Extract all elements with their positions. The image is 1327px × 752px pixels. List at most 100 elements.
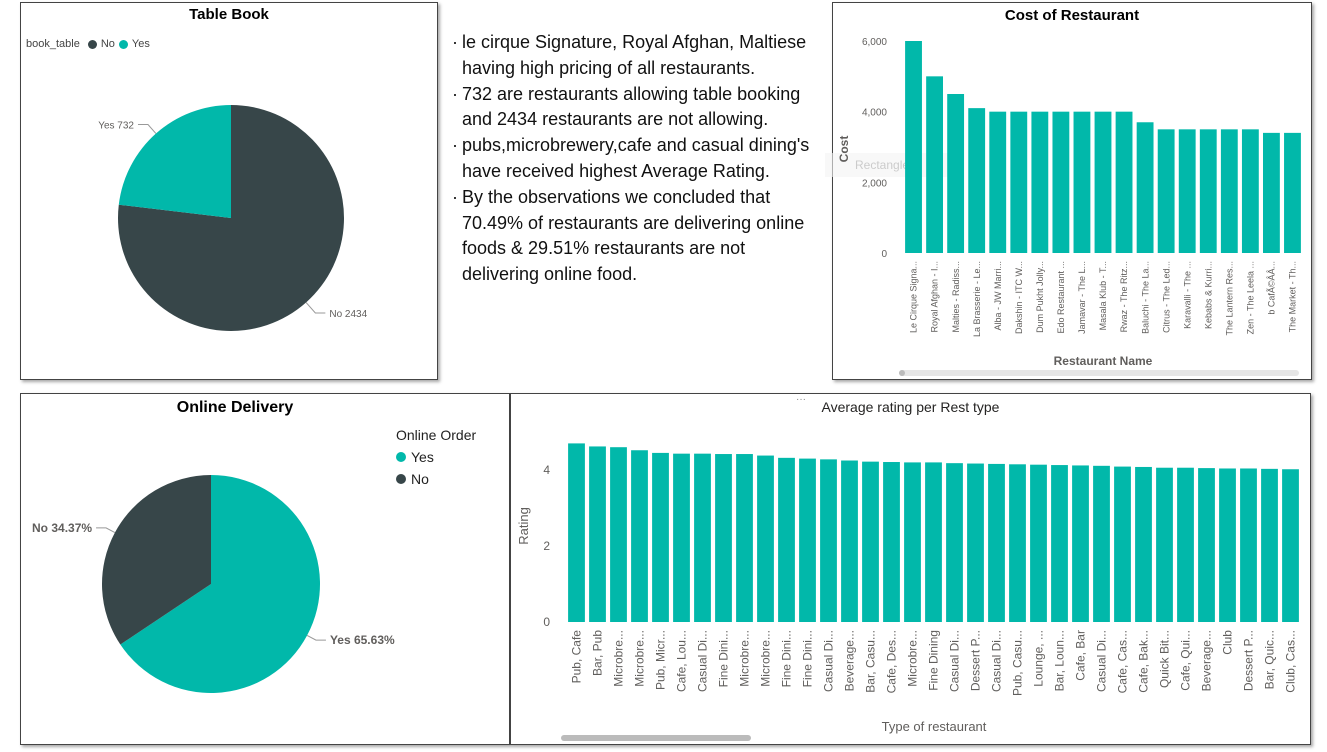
x-tick-label: Fine Dini... [801,630,815,687]
x-tick-label: Casual Di... [822,630,836,692]
bar[interactable] [1198,468,1215,622]
bar[interactable] [1261,468,1278,622]
y-tick-label: 4 [543,463,550,477]
legend-item-yes[interactable]: Yes [411,449,434,465]
bar[interactable] [799,458,816,622]
bar[interactable] [1009,464,1026,622]
bar[interactable] [1157,129,1175,253]
pie-slice-yes[interactable] [120,475,321,693]
bar[interactable] [1199,129,1217,253]
bar[interactable] [1220,129,1238,253]
bar[interactable] [1051,465,1068,622]
bar[interactable] [1073,111,1091,254]
legend-item-no[interactable]: No [100,38,115,50]
bar[interactable] [694,453,711,622]
bar[interactable] [820,459,837,622]
bar[interactable] [968,108,986,253]
leader-line [137,124,157,134]
bar[interactable] [1178,129,1196,253]
x-tick-label: Microbre... [906,630,920,687]
bar[interactable] [1219,468,1236,622]
bar[interactable] [1072,465,1089,622]
rating-scrollbar-thumb[interactable] [561,735,751,741]
table-book-pie[interactable]: No 2434 Yes 732 [21,3,439,381]
x-tick-label: Cafe, Lou... [675,630,689,692]
bar[interactable] [1030,464,1047,622]
more-options-icon[interactable]: ··· [796,394,806,405]
bar[interactable] [1010,111,1028,254]
y-tick-label: 2 [543,539,550,553]
x-tick-label: Kebabs & Kurri... [1203,261,1213,329]
bar[interactable] [736,454,753,622]
bar[interactable] [841,460,858,623]
online-delivery-title: Online Delivery [176,399,294,416]
bar[interactable] [1156,467,1173,622]
bar[interactable] [1135,466,1152,622]
x-tick-label: The Lantern Res... [1224,261,1234,336]
bar[interactable] [1115,111,1133,254]
bar[interactable] [883,462,900,622]
bar[interactable] [1284,132,1301,253]
y-tick-label: 2,000 [862,178,887,189]
bar[interactable] [1052,111,1070,254]
bar[interactable] [610,447,627,622]
bar[interactable] [925,462,942,622]
y-axis-title: Cost [837,136,851,163]
x-tick-label: La Brasserie - Le... [972,261,982,337]
bar[interactable] [1263,132,1280,253]
legend-item-yes[interactable]: Yes [131,38,150,50]
bar[interactable] [1282,469,1299,622]
x-tick-label: Bar, Casu... [864,630,878,693]
x-tick-label: Malties - Radiss... [951,261,961,333]
bar[interactable] [715,454,732,622]
bar[interactable] [947,94,965,253]
table-book-visual[interactable]: Table Book book_table No Yes No 2434 Yes … [20,2,438,380]
bar[interactable] [1136,122,1154,254]
cost-visual[interactable]: Cost of Restaurant Rectangle 0 2,000 4,000… [825,2,1313,381]
bar[interactable] [926,76,943,253]
x-tick-label: Cafe, Cas... [1116,630,1130,693]
bar[interactable] [673,453,690,622]
bar[interactable] [967,463,984,622]
bar[interactable] [862,461,879,622]
x-tick-label: Cafe, Qui... [1179,630,1193,691]
legend-item-no[interactable]: No [411,471,429,487]
bar[interactable] [757,455,774,622]
online-delivery-visual[interactable]: Online Delivery Online Order Yes No Yes … [20,393,510,745]
bar[interactable] [1177,467,1194,622]
legend-swatch-yes [396,452,406,462]
bar[interactable] [1094,111,1112,254]
bar[interactable] [589,446,606,622]
pie-slice-yes[interactable] [118,105,231,218]
bar[interactable] [904,462,921,622]
rating-bar-chart[interactable]: 0 2 4 Pub, Cafe Bar, Pub Microbre... Microbre.… [511,394,1312,746]
cost-bar-chart[interactable]: 0 2,000 4,000 6,000 Le Cirque Signa... Royal … [833,3,1313,381]
online-delivery-pie[interactable]: Yes 65.63% No 34.37% [21,394,511,746]
bar[interactable] [1093,465,1110,622]
bar[interactable] [1114,466,1131,622]
cost-scrollbar-track[interactable] [899,370,1299,376]
y-tick-label: 4,000 [862,108,887,119]
bar[interactable] [1240,468,1257,622]
bar[interactable] [631,450,648,622]
x-tick-label: Casual Di... [1095,630,1109,692]
bar[interactable] [946,463,963,622]
bar[interactable] [652,452,669,622]
x-tick-label: Zen - The Leela ... [1246,261,1256,334]
y-tick-label: 6,000 [862,37,887,48]
bar[interactable] [568,443,585,622]
bar[interactable] [778,457,795,622]
x-tick-label: b CafÃ©ÂÂ... [1267,261,1277,315]
rating-visual[interactable]: Average rating per Rest type ··· 0 2 4 Pub,… [510,393,1311,745]
bar[interactable] [988,463,1005,622]
bar[interactable] [1241,129,1259,253]
table-book-legend: book_table No Yes [26,38,150,50]
pie-slice-no[interactable] [102,475,211,645]
x-tick-label: Pub, Casu... [1011,630,1025,696]
bar[interactable] [989,111,1007,254]
bar[interactable] [1031,111,1049,254]
bar[interactable] [905,41,922,253]
cost-scrollbar-thumb[interactable] [899,370,905,376]
pie-data-label: Yes 65.63% [330,633,395,647]
x-tick-label: Microbre... [759,630,773,687]
